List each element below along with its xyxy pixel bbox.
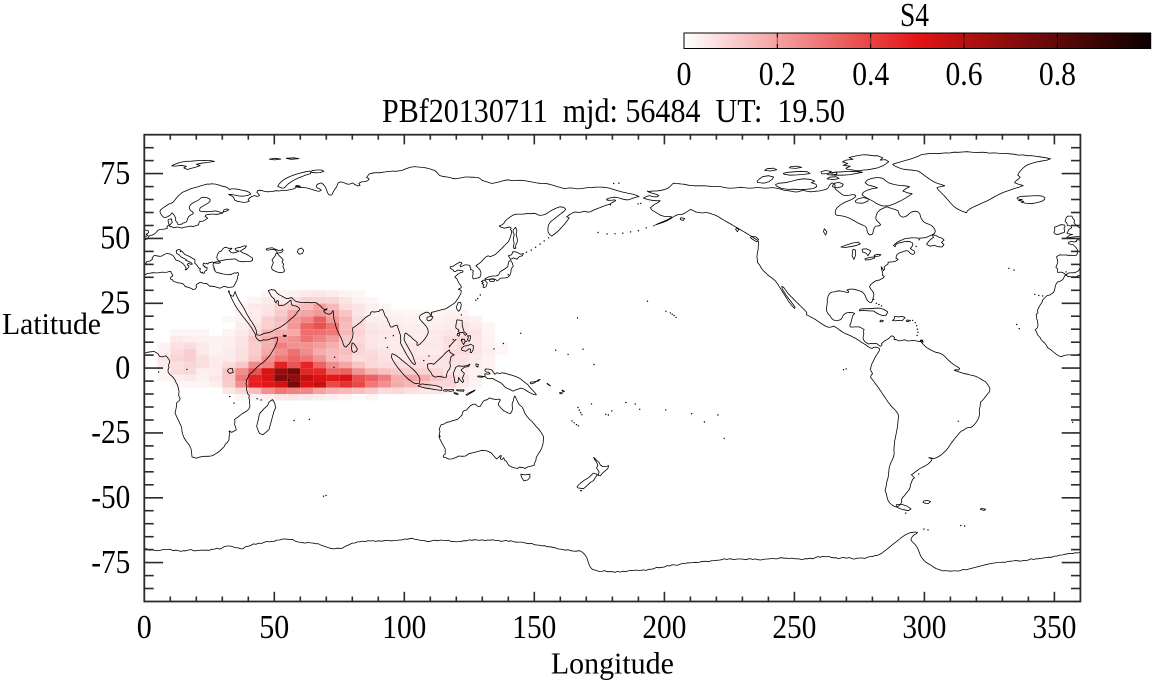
svg-text:100: 100 [382, 609, 426, 646]
svg-text:Longitude: Longitude [551, 646, 674, 681]
svg-text:0.2: 0.2 [759, 56, 796, 93]
svg-text:300: 300 [902, 609, 946, 646]
svg-text:-75: -75 [91, 544, 130, 581]
svg-text:-50: -50 [91, 479, 130, 516]
svg-text:PBf20130711 mjd: 56484 UT:: PBf20130711 mjd: 56484 UT: 19.50 [382, 93, 845, 130]
svg-text:0: 0 [677, 56, 692, 93]
svg-text:0.6: 0.6 [946, 56, 983, 93]
svg-text:Latitude: Latitude [2, 306, 101, 341]
svg-text:50: 50 [259, 609, 289, 646]
svg-text:S4: S4 [900, 0, 929, 34]
svg-text:0.4: 0.4 [852, 56, 889, 93]
svg-text:200: 200 [642, 609, 686, 646]
svg-text:25: 25 [100, 285, 130, 322]
svg-text:0: 0 [137, 609, 152, 646]
svg-text:250: 250 [772, 609, 816, 646]
svg-text:350: 350 [1032, 609, 1076, 646]
svg-text:75: 75 [100, 155, 130, 192]
svg-text:-25: -25 [91, 414, 130, 451]
svg-text:50: 50 [100, 220, 130, 257]
svg-text:0.8: 0.8 [1039, 56, 1076, 93]
svg-text:0: 0 [115, 349, 130, 386]
svg-text:150: 150 [512, 609, 556, 646]
